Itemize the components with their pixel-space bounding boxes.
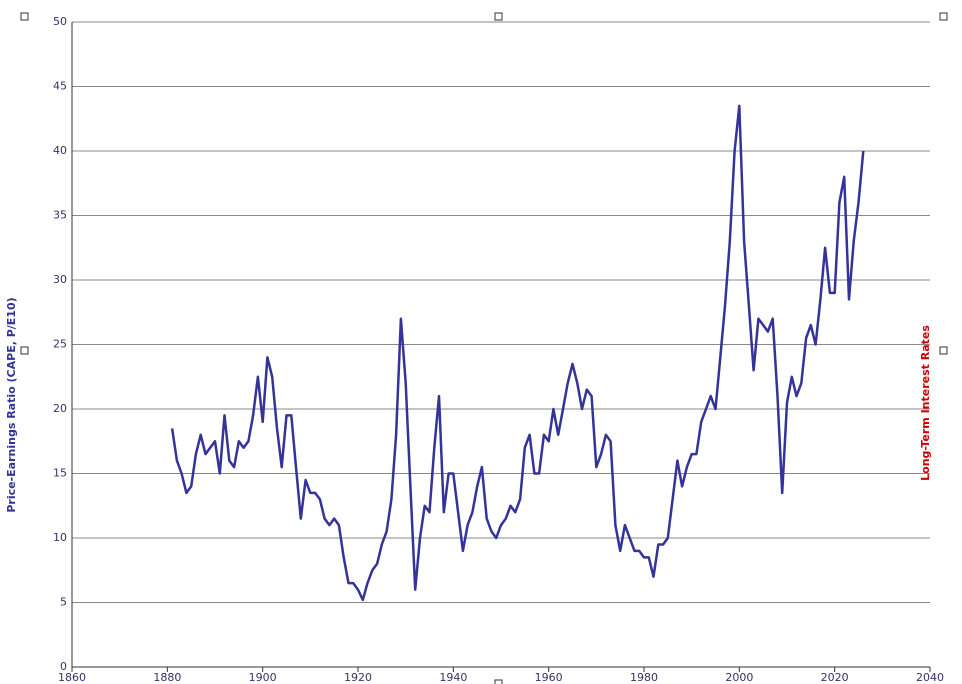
y-tick-label: 10 bbox=[53, 531, 67, 544]
selection-handle[interactable] bbox=[939, 346, 948, 355]
y-tick-label: 45 bbox=[53, 80, 67, 93]
selection-handle[interactable] bbox=[20, 12, 29, 21]
x-tick-label: 1980 bbox=[630, 671, 658, 684]
x-tick-label: 2020 bbox=[821, 671, 849, 684]
y-tick-label: 15 bbox=[53, 467, 67, 480]
y-tick-label: 5 bbox=[60, 596, 67, 609]
x-tick-label: 1880 bbox=[153, 671, 181, 684]
x-tick-label: 1860 bbox=[58, 671, 86, 684]
y-axis-label: Price-Earnings Ratio (CAPE, P/E10) bbox=[5, 297, 18, 512]
plot bbox=[170, 104, 865, 602]
x-tick-label: 2040 bbox=[916, 671, 944, 684]
cape-line bbox=[170, 104, 865, 602]
y2-axis-label: Long-Term Interest Rates bbox=[919, 325, 932, 481]
x-tick-label: 1960 bbox=[535, 671, 563, 684]
y-tick-label: 40 bbox=[53, 144, 67, 157]
y-tick-label: 20 bbox=[53, 402, 67, 415]
selection-handle[interactable] bbox=[494, 679, 503, 684]
x-tick-label: 1920 bbox=[344, 671, 372, 684]
y-tick-label: 50 bbox=[53, 15, 67, 28]
y-tick-label: 0 bbox=[60, 660, 67, 673]
y-tick-label: 30 bbox=[53, 273, 67, 286]
y-tick-label: 25 bbox=[53, 338, 67, 351]
x-tick-label: 2000 bbox=[725, 671, 753, 684]
selection-handle[interactable] bbox=[939, 12, 948, 21]
x-tick-label: 1940 bbox=[439, 671, 467, 684]
selection-handle[interactable] bbox=[20, 346, 29, 355]
y-tick-label: 35 bbox=[53, 209, 67, 222]
grid: 0 5 10 15 20 25 30 35 40 45 50 1860 1880 1900 1920 1940… bbox=[53, 15, 944, 684]
x-tick-label: 1900 bbox=[249, 671, 277, 684]
selection-handle[interactable] bbox=[494, 12, 503, 21]
